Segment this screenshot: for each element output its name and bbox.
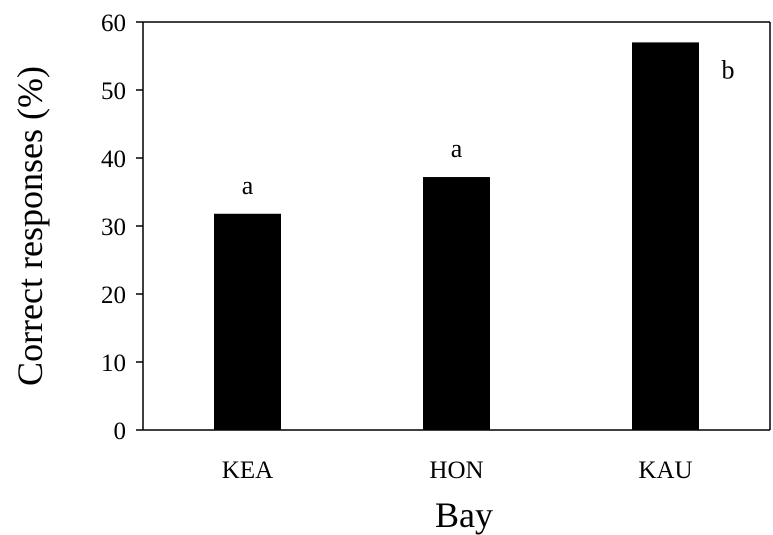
bar-hon xyxy=(423,177,490,430)
y-tick-label: 10 xyxy=(101,350,126,377)
y-tick-label: 40 xyxy=(101,146,126,173)
bar-kau xyxy=(632,42,699,431)
bar-kea xyxy=(214,213,281,430)
y-ticks: 0 10 20 30 40 50 60 xyxy=(101,10,143,445)
y-tick-label: 20 xyxy=(101,282,126,309)
y-tick-label: 60 xyxy=(101,10,126,37)
category-label-hon: HON xyxy=(429,457,483,484)
category-labels: KEA HON KAU xyxy=(222,457,693,484)
y-axis-label: Correct responses (%) xyxy=(10,66,50,386)
y-tick-label: 50 xyxy=(101,78,126,105)
bars xyxy=(214,42,699,431)
y-tick-label: 30 xyxy=(101,214,126,241)
category-label-kau: KAU xyxy=(638,457,692,484)
category-label-kea: KEA xyxy=(222,457,273,484)
significance-label-hon: a xyxy=(451,134,463,163)
y-tick-label: 0 xyxy=(114,418,127,445)
x-axis-label: Bay xyxy=(435,495,493,535)
significance-label-kau: b xyxy=(722,55,735,84)
significance-labels: a a b xyxy=(242,55,735,199)
significance-label-kea: a xyxy=(242,171,254,200)
